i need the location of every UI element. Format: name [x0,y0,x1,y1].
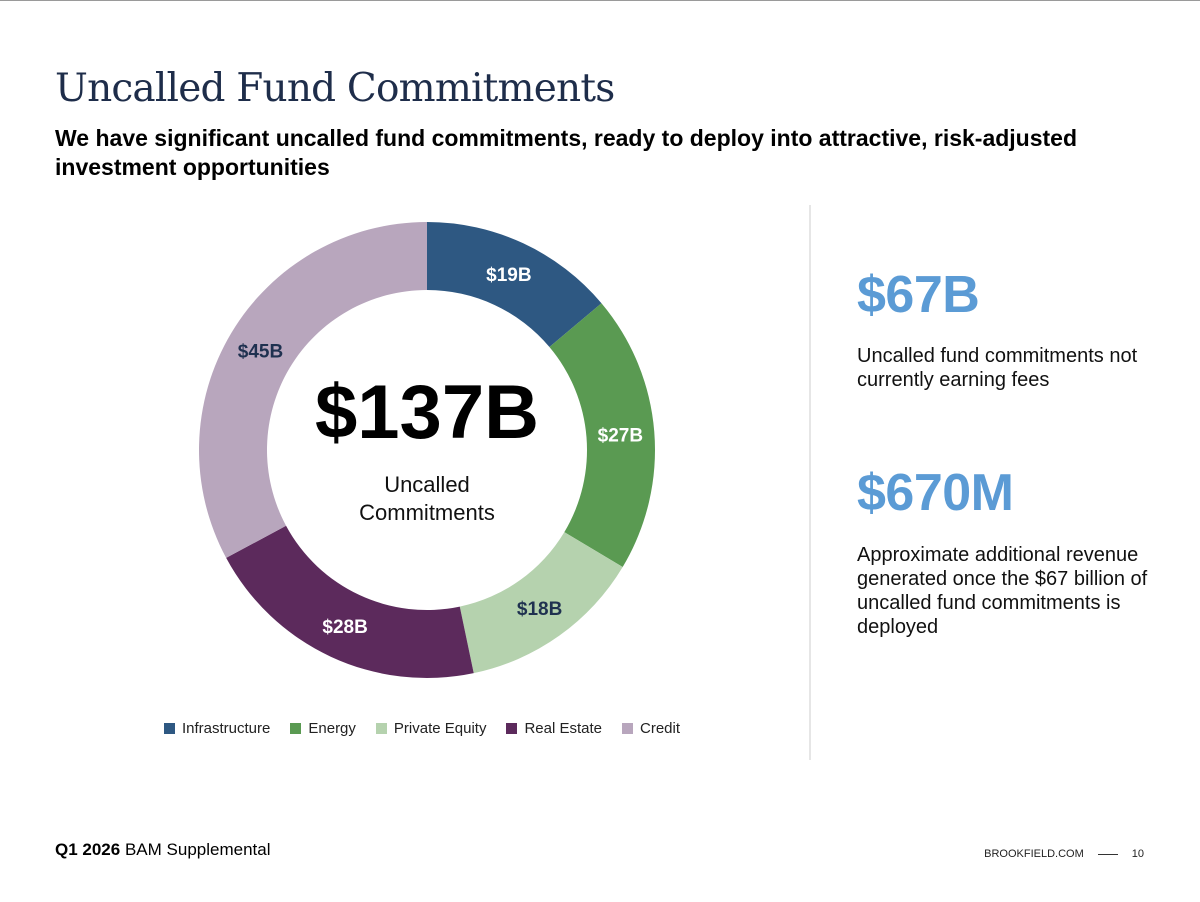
top-rule [0,0,1200,1]
slice-label-private-equity: $18B [517,599,562,620]
center-label-line-2: Commitments [359,500,495,525]
legend-label: Credit [640,720,681,737]
slice-infrastructure [427,222,602,347]
center-label-line-1: Uncalled [384,472,470,497]
slice-real-estate [226,525,474,678]
legend-item-infrastructure: Infrastructure [164,720,270,737]
donut-chart: $19B $27B $18B $28B $45B $137B Uncalled Comm… [199,222,655,678]
legend-label: Real Estate [524,720,602,737]
legend-label: Private Equity [393,720,487,737]
slice-label-infrastructure: $19B [486,265,531,286]
legend-label: Energy [308,720,356,737]
kpi-description-additional-revenue: Approximate additional revenue generated… [857,544,1148,638]
footer-website: BROOKFIELD.COM [984,848,1084,860]
page-number: 10 [1131,848,1144,860]
footer-period: Q1 2026 [55,840,121,859]
slice-private-equity [459,532,623,674]
page-title: Uncalled Fund Commitments [55,66,615,111]
footer-separator-line [1097,853,1118,855]
slice-energy [549,303,655,568]
legend-swatch [506,723,518,734]
footer-report: BAM Supplemental [124,840,271,859]
slice-label-energy: $27B [598,425,643,446]
vertical-divider [809,205,811,760]
legend-item-private-equity: Private Equity [375,720,487,737]
page-subtitle: We have significant uncalled fund commit… [55,125,1078,180]
donut-slice-labels: $19B $27B $18B $28B $45B [238,265,643,638]
kpi-value-uncalled-not-earning: $67B [857,266,980,324]
legend-swatch [375,723,387,734]
slice-credit [199,222,427,558]
center-value: $137B [315,370,539,455]
kpi-value-additional-revenue: $670M [857,464,1014,522]
legend-label: Infrastructure [182,720,271,737]
legend-item-credit: Credit [622,720,680,737]
kpi-description-uncalled-not-earning: Uncalled fund commitments not currently … [857,345,1138,391]
footer-report-name: Q1 2026 BAM Supplemental [55,840,271,860]
legend-item-real-estate: Real Estate [506,720,602,737]
legend-swatch [622,723,633,734]
legend-swatch [290,723,302,734]
slice-label-real-estate: $28B [322,617,367,638]
chart-legend: Infrastructure Energy Private Equity Real E… [164,720,700,737]
donut-slices [199,222,655,678]
slice-label-credit: $45B [238,341,283,362]
legend-item-energy: Energy [290,720,356,737]
legend-swatch [164,723,175,734]
footer-site-and-page: BROOKFIELD.COM 10 [984,848,1144,860]
